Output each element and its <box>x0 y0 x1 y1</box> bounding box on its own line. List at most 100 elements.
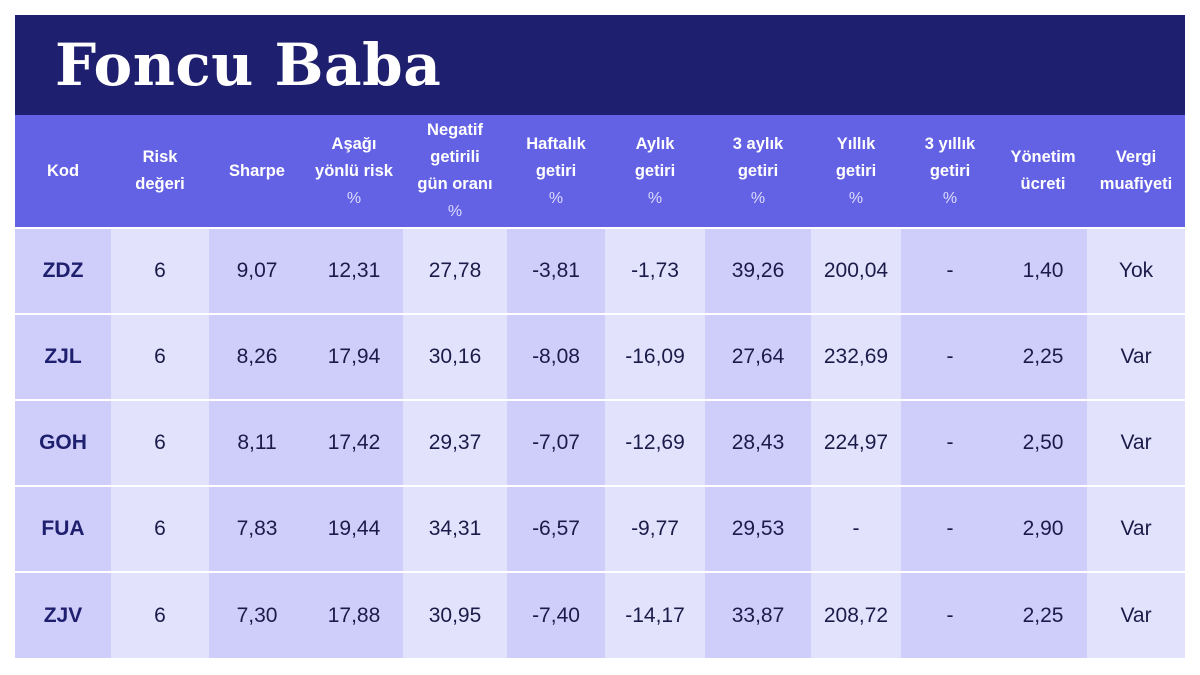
table-row: ZJL 6 8,26 17,94 30,16 -8,08 -16,09 27,64 232,69… <box>15 313 1185 400</box>
column-header-label: getiri <box>835 161 877 180</box>
table-header: Kod Risk değeri Sharpe Aşağı yönlü risk% Negat… <box>15 115 1185 228</box>
table-row: ZJV 6 7,30 17,88 30,95 -7,40 -14,17 33,87 208,72… <box>15 571 1185 658</box>
column-header: Yönetim ücreti <box>999 115 1087 228</box>
table-cell: 29,37 <box>403 399 507 486</box>
column-header-label: ücreti <box>1020 175 1066 193</box>
fund-code-cell: ZJL <box>15 313 111 400</box>
table-cell: Yok <box>1087 227 1185 314</box>
column-header-label: getiri <box>929 161 971 180</box>
table-cell: 232,69 <box>811 313 901 400</box>
column-header-label: getirili <box>430 148 480 166</box>
fund-code-cell: ZJV <box>15 571 111 658</box>
table-cell: 19,44 <box>305 485 403 572</box>
column-header-label: gün oranı <box>417 175 493 193</box>
table-cell: 2,90 <box>999 485 1087 572</box>
column-header-unit: % <box>848 189 864 207</box>
table-cell: -9,77 <box>605 485 705 572</box>
column-header: Vergi muafiyeti <box>1087 115 1185 228</box>
column-header-label: Negatif <box>427 121 483 139</box>
column-header-label: muafiyeti <box>1099 175 1173 193</box>
column-header-label: Risk <box>142 148 178 166</box>
table-cell: -14,17 <box>605 571 705 658</box>
table-cell: 6 <box>111 227 209 314</box>
table-cell: Var <box>1087 399 1185 486</box>
column-header-label: getiri <box>634 161 676 180</box>
table-cell: Var <box>1087 485 1185 572</box>
table-row: GOH 6 8,11 17,42 29,37 -7,07 -12,69 28,43 224,97… <box>15 399 1185 486</box>
table-cell: 39,26 <box>705 227 811 314</box>
column-header: Aylık getiri% <box>605 115 705 228</box>
column-header-unit: % <box>942 189 958 207</box>
table-cell: 27,78 <box>403 227 507 314</box>
column-header-label: Aşağı <box>331 134 377 153</box>
page-title: Foncu Baba <box>55 31 442 99</box>
table-cell: 28,43 <box>705 399 811 486</box>
column-header-label: Yıllık <box>836 134 876 153</box>
table-cell: Var <box>1087 571 1185 658</box>
column-header: 3 aylık getiri% <box>705 115 811 228</box>
table-cell: 6 <box>111 485 209 572</box>
table-cell: 200,04 <box>811 227 901 314</box>
column-header-label: Aylık <box>635 134 675 153</box>
table-cell: 33,87 <box>705 571 811 658</box>
column-header-unit: % <box>647 189 663 207</box>
table-cell: 2,25 <box>999 313 1087 400</box>
column-header-label: Kod <box>46 161 80 180</box>
table-cell: Var <box>1087 313 1185 400</box>
column-header-label: 3 aylık <box>732 134 784 153</box>
fund-code-cell: ZDZ <box>15 227 111 314</box>
table-cell: -3,81 <box>507 227 605 314</box>
column-header-label: getiri <box>535 161 577 180</box>
table-cell: - <box>901 227 999 314</box>
column-header-label: yönlü risk <box>315 161 393 180</box>
column-header-unit: % <box>548 189 564 207</box>
column-header-label: Haftalık <box>526 134 586 153</box>
table-cell: - <box>901 485 999 572</box>
column-header: Haftalık getiri% <box>507 115 605 228</box>
column-header: Kod <box>15 115 111 228</box>
table-cell: - <box>901 571 999 658</box>
table-row: FUA 6 7,83 19,44 34,31 -6,57 -9,77 29,53- -2,90 V… <box>15 485 1185 572</box>
fund-code-cell: FUA <box>15 485 111 572</box>
table-cell: 34,31 <box>403 485 507 572</box>
table-cell: -12,69 <box>605 399 705 486</box>
column-header-unit: % <box>447 203 463 220</box>
table-cell: 17,42 <box>305 399 403 486</box>
table-cell: 17,88 <box>305 571 403 658</box>
table-row: ZDZ 6 9,07 12,31 27,78 -3,81 -1,73 39,26 200,04-… <box>15 227 1185 314</box>
column-header-label: getiri <box>737 161 779 180</box>
table-cell: -8,08 <box>507 313 605 400</box>
table-cell: -6,57 <box>507 485 605 572</box>
table-cell: - <box>901 313 999 400</box>
column-header: Aşağı yönlü risk% <box>305 115 403 228</box>
table-cell: 27,64 <box>705 313 811 400</box>
column-header-unit: % <box>750 189 766 207</box>
table-cell: 29,53 <box>705 485 811 572</box>
column-header: 3 yıllık getiri% <box>901 115 999 228</box>
table-cell: -7,07 <box>507 399 605 486</box>
column-header-label: Sharpe <box>229 161 285 180</box>
title-bar: Foncu Baba <box>15 15 1185 115</box>
table-cell: 6 <box>111 399 209 486</box>
column-header: Sharpe <box>209 115 305 228</box>
table-cell: 30,16 <box>403 313 507 400</box>
table-cell: - <box>811 485 901 572</box>
column-header-label: değeri <box>135 175 185 193</box>
table-cell: 17,94 <box>305 313 403 400</box>
table-cell: -16,09 <box>605 313 705 400</box>
column-header: Risk değeri <box>111 115 209 228</box>
table-cell: 7,30 <box>209 571 305 658</box>
table-cell: - <box>901 399 999 486</box>
table-cell: 12,31 <box>305 227 403 314</box>
column-header-label: Vergi <box>1115 148 1157 166</box>
table-cell: 7,83 <box>209 485 305 572</box>
fund-table: Kod Risk değeri Sharpe Aşağı yönlü risk% Negat… <box>15 115 1185 658</box>
table-cell: 2,25 <box>999 571 1087 658</box>
column-header-label: Yönetim <box>1010 148 1076 166</box>
table-cell: -7,40 <box>507 571 605 658</box>
column-header-label: 3 yıllık <box>924 134 976 153</box>
fund-table-card: Foncu Baba Kod Risk değeri Sharpe Aşağı yönlü… <box>15 15 1185 660</box>
table-body: ZDZ 6 9,07 12,31 27,78 -3,81 -1,73 39,26 200,04-… <box>15 227 1185 658</box>
table-cell: 224,97 <box>811 399 901 486</box>
table-cell: -1,73 <box>605 227 705 314</box>
